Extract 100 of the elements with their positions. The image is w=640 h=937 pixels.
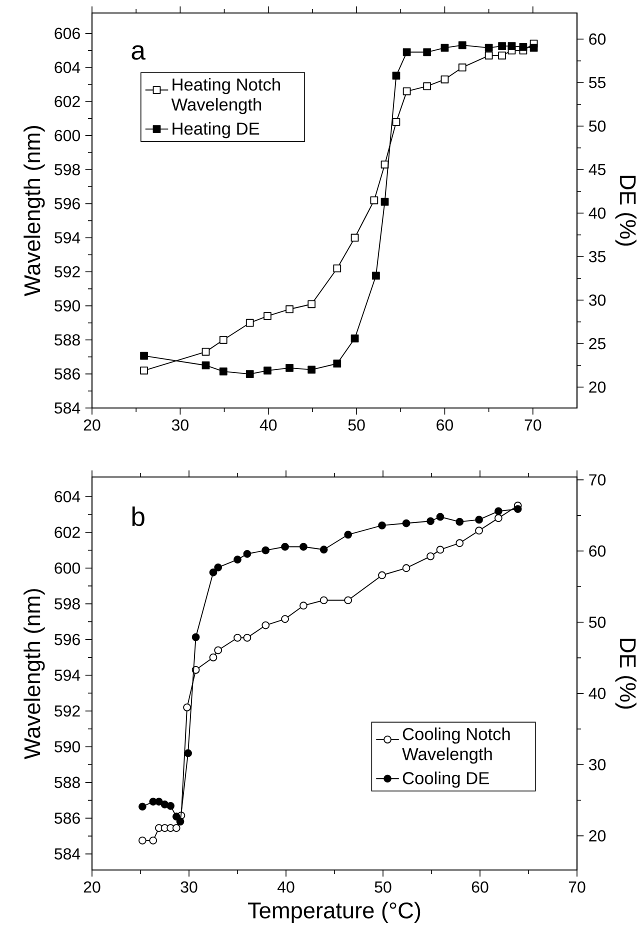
point xyxy=(320,596,328,604)
point xyxy=(333,360,342,368)
point xyxy=(475,526,483,535)
point xyxy=(402,87,411,96)
x-tick-label: 60 xyxy=(472,881,488,893)
point xyxy=(320,546,328,554)
point xyxy=(380,198,389,206)
point xyxy=(519,42,528,51)
point xyxy=(300,542,308,551)
point xyxy=(184,749,192,758)
point xyxy=(219,368,228,376)
point xyxy=(176,818,184,826)
legend-label: Cooling Notch Wavelength xyxy=(402,727,510,764)
point xyxy=(344,596,352,604)
point xyxy=(392,72,400,80)
point xyxy=(426,517,434,526)
point xyxy=(344,530,352,539)
y2-tick-label: 40 xyxy=(588,688,606,700)
x-axis-title: Temperature (°C) xyxy=(248,902,420,923)
point xyxy=(286,305,294,314)
y-tick-label: 592 xyxy=(54,266,80,278)
point xyxy=(308,300,316,308)
point xyxy=(423,82,432,90)
x-tick-label: 50 xyxy=(374,881,392,893)
point xyxy=(209,653,218,662)
y-tick-label: 600 xyxy=(54,130,80,142)
point xyxy=(498,42,506,50)
x-tick-label: 40 xyxy=(260,419,277,431)
point xyxy=(234,634,242,642)
y2-tick-label: 20 xyxy=(589,381,606,393)
y2-tick-label: 50 xyxy=(589,120,606,132)
point xyxy=(219,336,228,344)
y2-axis-title: DE (%) xyxy=(615,638,636,709)
y-tick-label: 588 xyxy=(54,334,80,346)
y-tick-label: 596 xyxy=(54,198,80,210)
legend-label: Cooling DE xyxy=(402,772,489,788)
point xyxy=(378,521,386,530)
point xyxy=(214,563,222,572)
point xyxy=(350,334,359,342)
point xyxy=(166,802,175,810)
point xyxy=(514,505,522,513)
point xyxy=(264,312,272,320)
point xyxy=(484,44,493,52)
point xyxy=(350,234,359,242)
point xyxy=(246,370,254,378)
y-tick-label: 588 xyxy=(54,776,80,788)
y2-tick-label: 40 xyxy=(588,207,606,219)
point xyxy=(140,366,148,374)
y2-tick-label: 25 xyxy=(589,338,606,350)
y2-tick-label: 30 xyxy=(588,758,606,770)
point xyxy=(475,516,483,524)
point xyxy=(140,352,148,360)
y-tick-label: 602 xyxy=(54,96,80,108)
x-tick-label: 20 xyxy=(84,881,100,893)
point xyxy=(243,634,252,642)
y2-tick-label: 30 xyxy=(588,294,606,306)
point xyxy=(172,812,180,821)
y-tick-label: 598 xyxy=(54,164,80,176)
point xyxy=(402,48,411,56)
y-axis-title: Wavelength (nm) xyxy=(24,589,45,760)
y-tick-label: 586 xyxy=(54,812,80,824)
y-tick-label: 584 xyxy=(54,848,80,860)
point xyxy=(246,318,254,327)
y-tick-label: 590 xyxy=(54,300,80,312)
y-tick-label: 592 xyxy=(54,705,80,717)
legend-label: Heating DE xyxy=(172,122,260,138)
point xyxy=(214,646,222,654)
point xyxy=(234,556,242,564)
point xyxy=(243,550,252,558)
point xyxy=(426,552,434,560)
y2-tick-label: 45 xyxy=(588,164,606,176)
point xyxy=(286,364,294,372)
y-tick-label: 604 xyxy=(54,62,80,74)
annotation: b xyxy=(132,506,144,526)
point xyxy=(300,602,308,610)
point xyxy=(202,348,210,356)
point xyxy=(333,264,342,272)
point xyxy=(172,824,180,832)
point xyxy=(440,44,449,52)
point xyxy=(149,836,158,844)
y-tick-label: 594 xyxy=(54,232,80,244)
point xyxy=(440,75,449,84)
y2-tick-label: 60 xyxy=(589,33,606,45)
legend-label: Heating Notch Wavelength xyxy=(171,78,280,114)
point xyxy=(262,546,270,554)
x-tick-label: 50 xyxy=(348,419,365,431)
point xyxy=(138,836,146,844)
point xyxy=(262,621,270,630)
y-tick-label: 590 xyxy=(54,741,80,752)
x-tick-label: 30 xyxy=(172,419,188,431)
point xyxy=(138,802,146,811)
point xyxy=(436,546,444,554)
point xyxy=(392,118,400,126)
y2-tick-label: 20 xyxy=(589,830,606,842)
point xyxy=(458,41,466,50)
point xyxy=(530,44,538,52)
point xyxy=(458,64,466,72)
x-tick-label: 20 xyxy=(84,419,100,431)
point xyxy=(508,42,516,50)
point xyxy=(402,519,410,528)
